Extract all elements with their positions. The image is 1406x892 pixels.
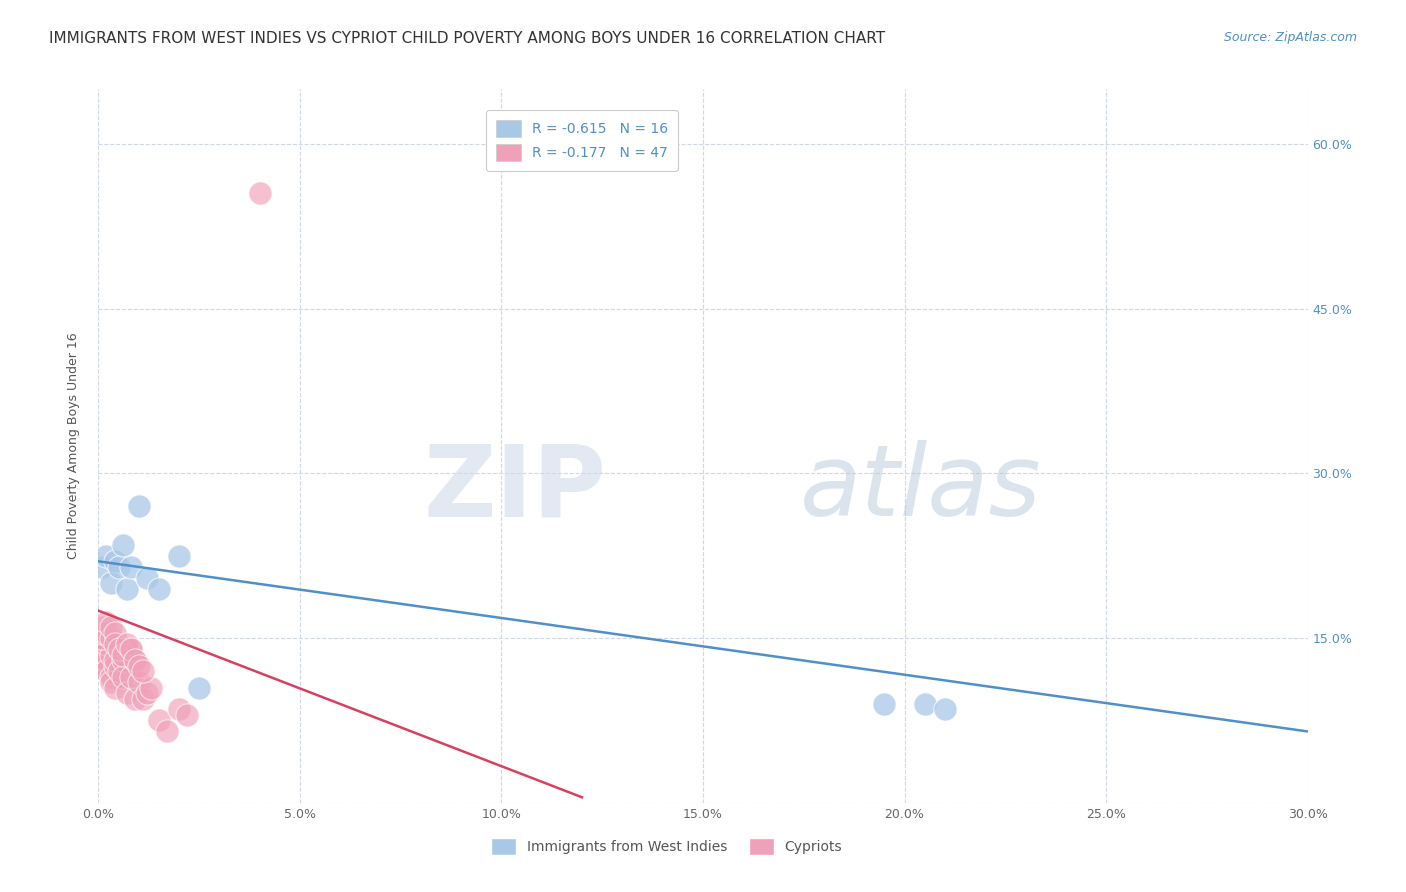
Point xyxy=(124,653,146,667)
Point xyxy=(128,658,150,673)
Point xyxy=(167,702,190,716)
Point xyxy=(148,582,170,596)
Point xyxy=(132,691,155,706)
Point xyxy=(91,658,114,673)
Point xyxy=(96,637,118,651)
Point xyxy=(107,637,129,651)
Point xyxy=(100,620,122,634)
Point xyxy=(120,642,142,657)
Point xyxy=(100,669,122,683)
Point xyxy=(115,642,138,657)
Point xyxy=(873,697,896,711)
Point xyxy=(111,648,134,662)
Text: Source: ZipAtlas.com: Source: ZipAtlas.com xyxy=(1223,31,1357,45)
Point xyxy=(107,642,129,657)
Point xyxy=(135,571,157,585)
Point xyxy=(120,669,142,683)
Point xyxy=(91,648,114,662)
Point xyxy=(103,625,125,640)
Point xyxy=(91,642,114,657)
Point xyxy=(91,625,114,640)
Point xyxy=(132,664,155,678)
Point xyxy=(128,675,150,690)
Point xyxy=(120,559,142,574)
Point xyxy=(103,681,125,695)
Point xyxy=(914,697,936,711)
Legend: Immigrants from West Indies, Cypriots: Immigrants from West Indies, Cypriots xyxy=(485,832,848,860)
Point xyxy=(156,724,179,739)
Point xyxy=(139,681,162,695)
Point xyxy=(111,538,134,552)
Text: atlas: atlas xyxy=(800,441,1042,537)
Point xyxy=(934,702,956,716)
Point xyxy=(96,653,118,667)
Text: ZIP: ZIP xyxy=(423,441,606,537)
Point xyxy=(96,615,118,629)
Point xyxy=(148,714,170,728)
Point xyxy=(176,708,198,723)
Point xyxy=(91,631,114,645)
Point xyxy=(96,625,118,640)
Point xyxy=(100,576,122,591)
Point xyxy=(124,691,146,706)
Y-axis label: Child Poverty Among Boys Under 16: Child Poverty Among Boys Under 16 xyxy=(66,333,80,559)
Point xyxy=(111,653,134,667)
Point xyxy=(103,637,125,651)
Point xyxy=(111,669,134,683)
Point xyxy=(107,664,129,678)
Point xyxy=(115,637,138,651)
Point xyxy=(135,686,157,700)
Point xyxy=(103,554,125,568)
Point xyxy=(128,500,150,514)
Point xyxy=(96,664,118,678)
Point xyxy=(91,620,114,634)
Point xyxy=(124,653,146,667)
Point xyxy=(91,559,114,574)
Point xyxy=(115,686,138,700)
Point xyxy=(103,653,125,667)
Text: IMMIGRANTS FROM WEST INDIES VS CYPRIOT CHILD POVERTY AMONG BOYS UNDER 16 CORRELA: IMMIGRANTS FROM WEST INDIES VS CYPRIOT C… xyxy=(49,31,886,46)
Point xyxy=(115,582,138,596)
Point xyxy=(100,648,122,662)
Point xyxy=(249,186,271,201)
Point xyxy=(103,658,125,673)
Point xyxy=(96,549,118,563)
Point xyxy=(100,631,122,645)
Point xyxy=(100,675,122,690)
Point xyxy=(188,681,211,695)
Point xyxy=(167,549,190,563)
Point xyxy=(107,559,129,574)
Point xyxy=(120,642,142,657)
